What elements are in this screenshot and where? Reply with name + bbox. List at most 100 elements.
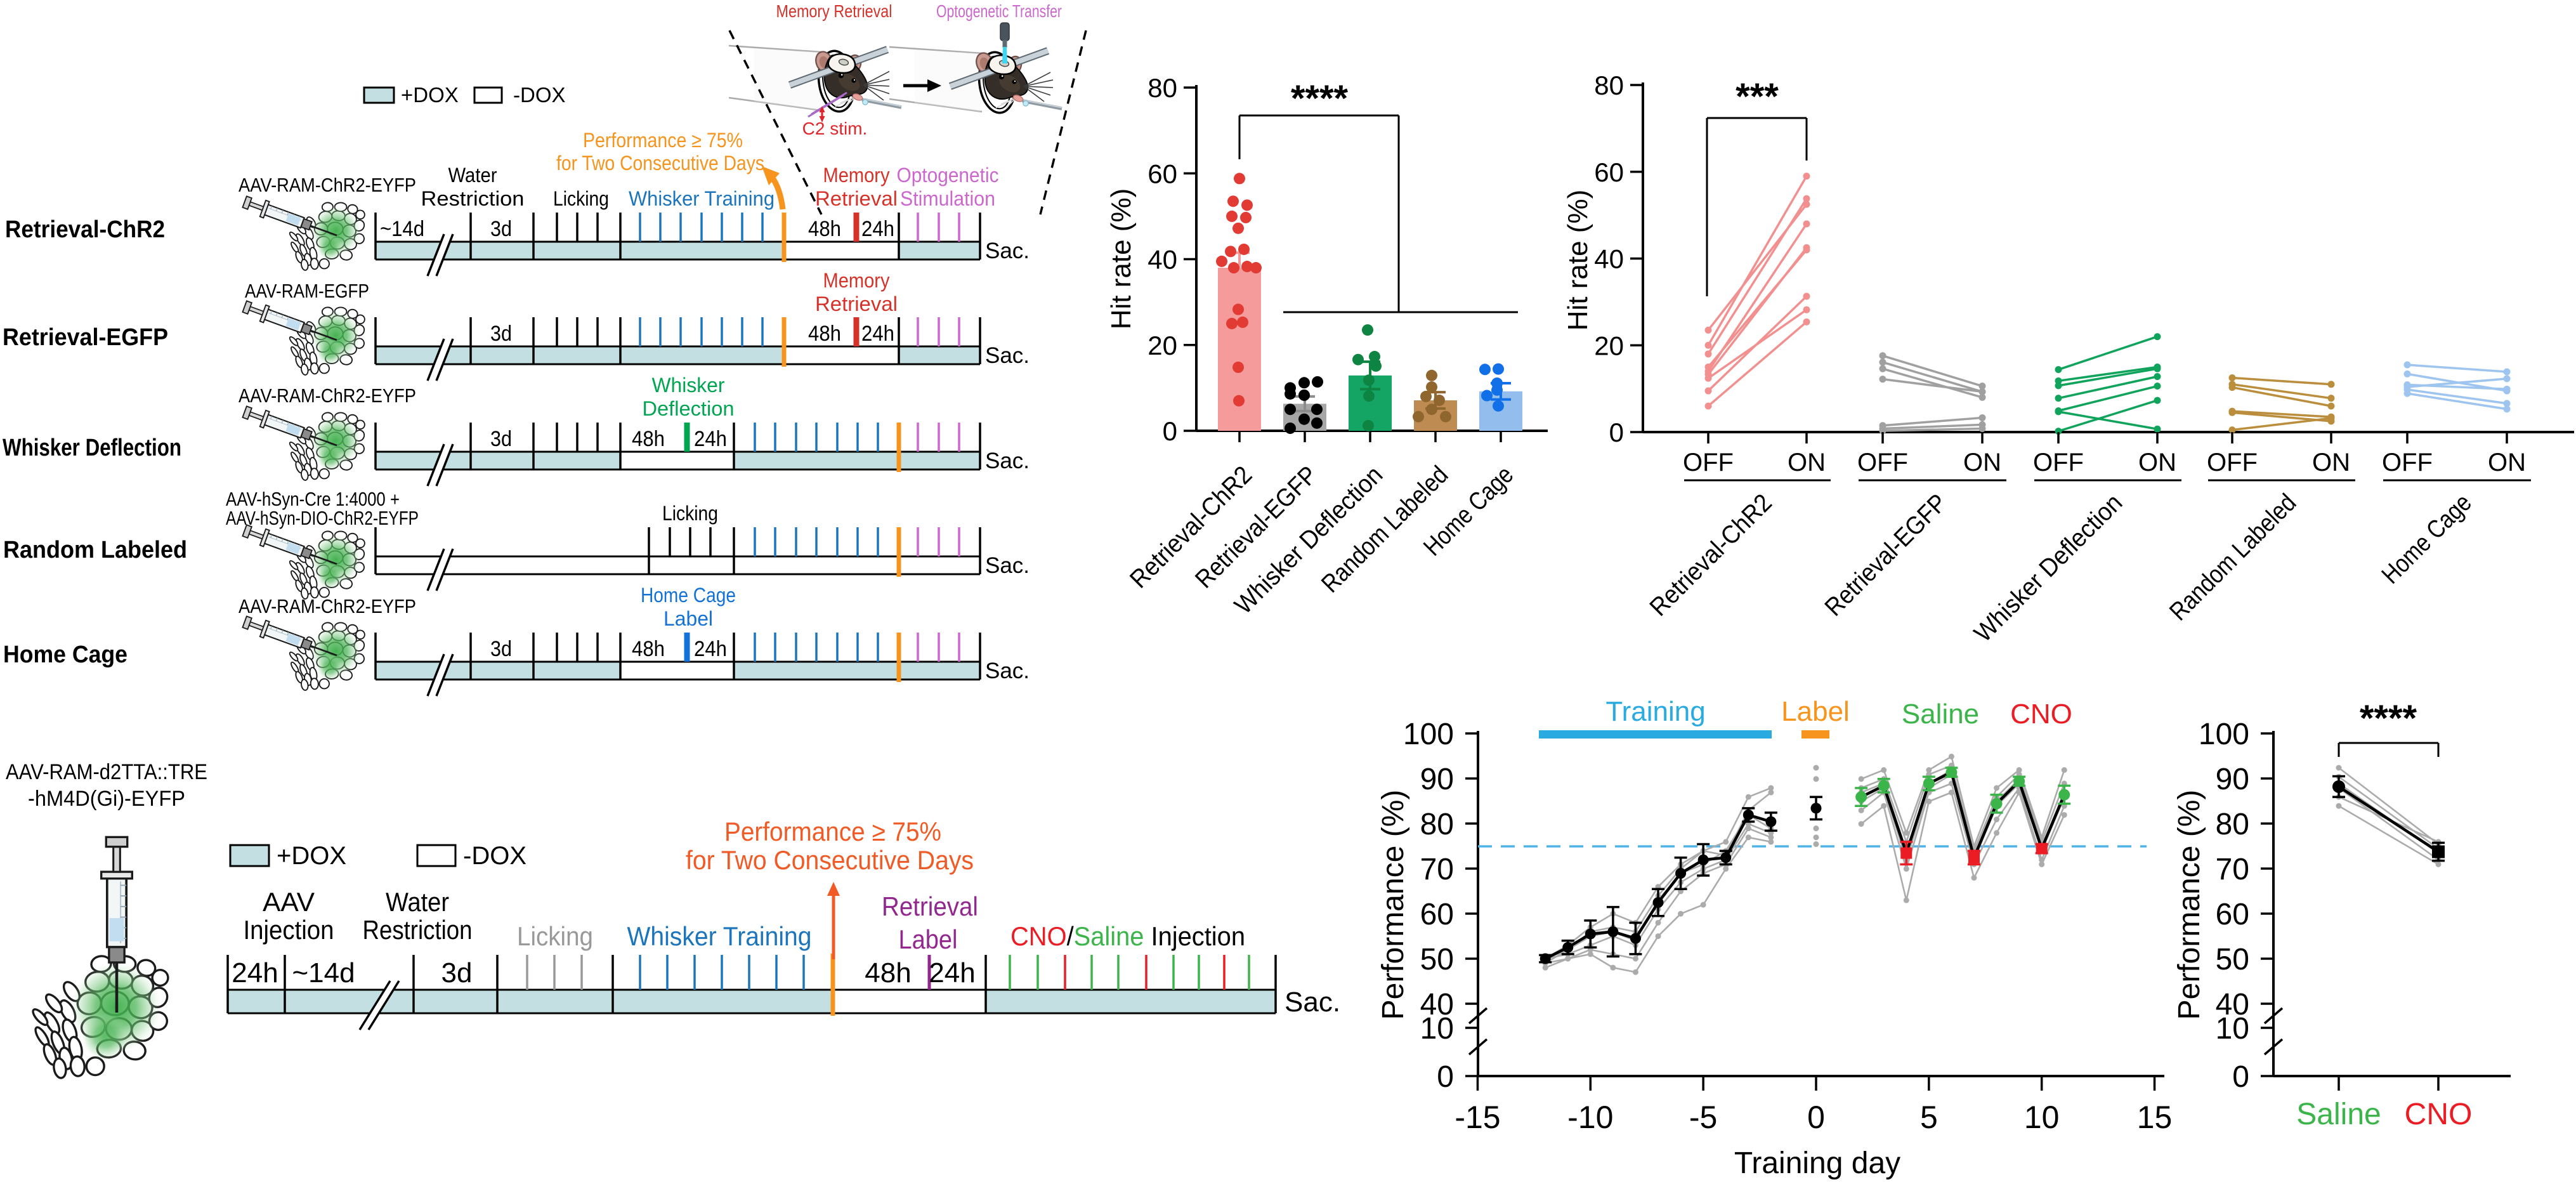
svg-text:24h: 24h	[232, 957, 278, 988]
svg-text:Sac.: Sac.	[985, 553, 1030, 578]
svg-text:AAV-RAM-d2TTA::TRE: AAV-RAM-d2TTA::TRE	[6, 760, 207, 784]
svg-text:60: 60	[2216, 898, 2249, 931]
svg-text:0: 0	[1807, 1100, 1825, 1135]
svg-text:AAV-RAM-ChR2-EYFP: AAV-RAM-ChR2-EYFP	[239, 384, 416, 407]
svg-text:Whisker Training: Whisker Training	[627, 921, 812, 951]
svg-text:Stimulation: Stimulation	[900, 187, 995, 210]
svg-text:Restriction: Restriction	[363, 915, 473, 945]
svg-text:3d: 3d	[490, 637, 512, 661]
svg-text:Saline: Saline	[1902, 699, 1979, 730]
svg-text:Random Labeled: Random Labeled	[3, 537, 187, 563]
svg-text:80: 80	[1147, 73, 1177, 103]
svg-text:Retrieval-ChR2: Retrieval-ChR2	[5, 216, 165, 243]
svg-text:20: 20	[1147, 331, 1177, 360]
svg-text:3d: 3d	[490, 322, 512, 346]
svg-text:Memory: Memory	[823, 269, 890, 292]
svg-text:Training: Training	[1605, 696, 1705, 727]
svg-text:80: 80	[1420, 808, 1454, 841]
svg-text:ON: ON	[1963, 449, 2001, 476]
svg-text:0: 0	[1609, 417, 1624, 447]
svg-text:10: 10	[2024, 1100, 2060, 1135]
svg-text:60: 60	[1420, 898, 1454, 931]
svg-text:10: 10	[1420, 1012, 1454, 1046]
svg-text:Water: Water	[448, 164, 497, 187]
svg-text:Label: Label	[899, 924, 958, 954]
svg-text:CNO/Saline Injection: CNO/Saline Injection	[1010, 921, 1245, 951]
svg-text:Licking: Licking	[662, 502, 718, 525]
svg-text:Restriction: Restriction	[421, 187, 525, 210]
svg-text:40: 40	[1147, 245, 1177, 275]
svg-text:-DOX: -DOX	[463, 842, 526, 870]
svg-text:Hit rate (%): Hit rate (%)	[1106, 188, 1137, 329]
svg-text:3d: 3d	[441, 957, 473, 988]
svg-text:0: 0	[2232, 1060, 2249, 1094]
svg-text:Whisker Training: Whisker Training	[629, 187, 775, 210]
svg-text:Optogenetic: Optogenetic	[897, 164, 999, 187]
svg-text:AAV-hSyn-DIO-ChR2-EYFP: AAV-hSyn-DIO-ChR2-EYFP	[226, 507, 419, 529]
svg-text:10: 10	[2216, 1012, 2249, 1046]
svg-text:40: 40	[1594, 244, 1624, 274]
svg-text:Home Cage: Home Cage	[641, 584, 736, 607]
svg-text:0: 0	[1163, 416, 1177, 446]
svg-text:Injection: Injection	[244, 915, 334, 945]
svg-text:AAV-RAM-ChR2-EYFP: AAV-RAM-ChR2-EYFP	[239, 174, 416, 196]
svg-text:Sac.: Sac.	[985, 343, 1030, 368]
svg-text:Licking: Licking	[553, 187, 609, 210]
svg-text:for Two Consecutive Days: for Two Consecutive Days	[686, 845, 974, 875]
svg-text:60: 60	[1147, 159, 1177, 188]
svg-text:Water: Water	[386, 887, 449, 917]
svg-text:ON: ON	[2138, 449, 2176, 476]
svg-text:24h: 24h	[929, 957, 975, 988]
svg-text:100: 100	[1403, 718, 1454, 751]
svg-text:Training day: Training day	[1734, 1146, 1900, 1180]
svg-text:Sac.: Sac.	[985, 659, 1030, 683]
svg-text:***: ***	[1736, 76, 1779, 117]
svg-text:48h: 48h	[865, 957, 911, 988]
svg-text:for Two Consecutive Days: for Two Consecutive Days	[556, 152, 764, 174]
svg-text:Licking: Licking	[517, 921, 593, 951]
svg-text:48h: 48h	[632, 637, 665, 661]
svg-text:Memory: Memory	[823, 164, 890, 187]
svg-text:48h: 48h	[808, 322, 841, 346]
svg-text:AAV: AAV	[263, 887, 315, 917]
svg-text:Whisker: Whisker	[652, 374, 725, 397]
svg-text:OFF: OFF	[2033, 449, 2084, 476]
svg-text:OFF: OFF	[2382, 449, 2433, 476]
svg-text:CNO: CNO	[2010, 699, 2072, 730]
svg-text:Deflection: Deflection	[643, 397, 735, 420]
svg-text:+DOX: +DOX	[401, 83, 459, 107]
svg-text:24h: 24h	[694, 637, 727, 661]
svg-text:OFF: OFF	[1857, 449, 1908, 476]
svg-text:ON: ON	[2488, 449, 2526, 476]
svg-text:Performance ≥ 75%: Performance ≥ 75%	[724, 817, 941, 846]
svg-text:-DOX: -DOX	[513, 83, 566, 107]
svg-text:****: ****	[2360, 698, 2417, 739]
svg-text:100: 100	[2199, 718, 2249, 751]
svg-text:50: 50	[2216, 943, 2249, 976]
svg-text:40: 40	[2216, 988, 2249, 1021]
svg-text:~14d: ~14d	[380, 217, 424, 241]
svg-text:Label: Label	[1781, 696, 1850, 727]
svg-text:60: 60	[1594, 157, 1624, 187]
svg-text:15: 15	[2137, 1100, 2173, 1135]
svg-text:48h: 48h	[808, 217, 841, 241]
svg-text:Retrieval: Retrieval	[882, 891, 978, 921]
svg-text:Home Cage: Home Cage	[3, 641, 127, 668]
svg-text:Memory Retrieval: Memory Retrieval	[776, 1, 892, 21]
svg-text:-15: -15	[1455, 1100, 1500, 1135]
svg-text:90: 90	[1420, 763, 1454, 796]
svg-text:Sac.: Sac.	[1285, 987, 1340, 1018]
svg-text:ON: ON	[1788, 449, 1826, 476]
svg-text:AAV-RAM-EGFP: AAV-RAM-EGFP	[245, 280, 369, 302]
svg-text:48h: 48h	[632, 427, 665, 451]
svg-text:70: 70	[2216, 853, 2249, 886]
svg-text:Retrieval-EGFP: Retrieval-EGFP	[3, 324, 168, 351]
svg-text:24h: 24h	[861, 217, 894, 241]
svg-text:3d: 3d	[490, 427, 512, 451]
svg-text:5: 5	[1920, 1100, 1938, 1135]
svg-text:20: 20	[1594, 331, 1624, 360]
svg-text:3d: 3d	[490, 217, 512, 241]
svg-text:90: 90	[2216, 763, 2249, 796]
svg-text:-5: -5	[1689, 1100, 1717, 1135]
svg-text:~14d: ~14d	[292, 957, 355, 988]
